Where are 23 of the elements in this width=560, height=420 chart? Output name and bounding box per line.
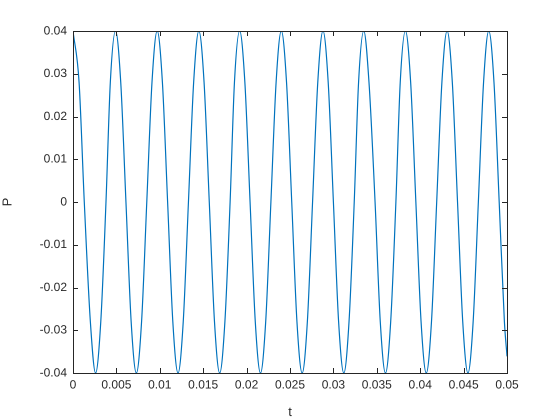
y-tick-label: 0.02 [44,108,68,123]
line-series [73,31,507,373]
x-tick-label: 0.015 [188,378,219,392]
x-tick-label: 0 [70,378,77,392]
x-tick-label: 0.005 [101,378,132,392]
y-tick-label: -0.03 [40,322,68,337]
y-tick-label: 0.03 [44,66,68,80]
x-tick-label: 0.045 [448,378,479,392]
x-tick-label: 0.04 [408,378,432,392]
x-tick-label: 0.05 [495,378,519,392]
y-axis-title: P [0,198,14,206]
y-tick-label: 0 [60,194,68,208]
y-tick-label: -0.01 [40,237,68,252]
x-tick-label: 0.035 [362,378,392,392]
x-tick-label: 0.01 [148,378,172,392]
x-tick-label: 0.03 [322,378,346,392]
y-tick-label: -0.04 [40,365,68,380]
y-tick-label: 0.04 [44,23,68,38]
x-axis-title: t [288,404,292,419]
y-tick-label: 0.01 [44,152,68,166]
x-tick-label: 0.025 [274,378,306,392]
y-tick-label: -0.02 [40,280,68,294]
x-tick-label: 0.02 [234,378,259,392]
